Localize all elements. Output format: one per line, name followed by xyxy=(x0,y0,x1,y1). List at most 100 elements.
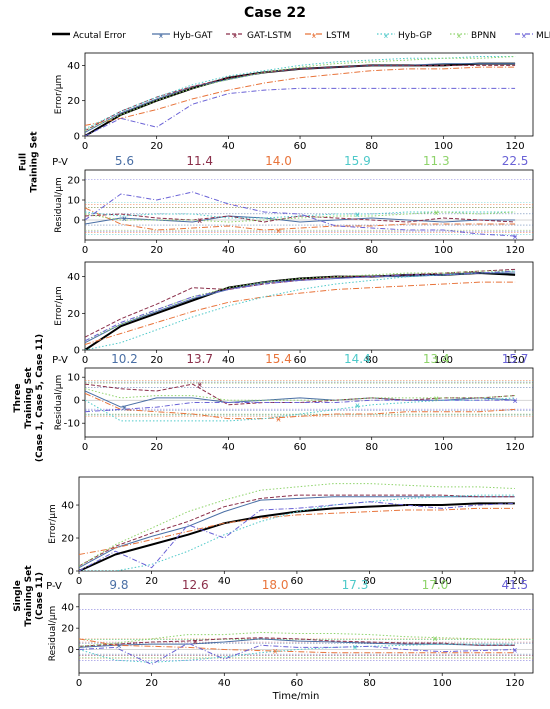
x-tick-label: 100 xyxy=(433,576,452,587)
legend-marker: ӿ xyxy=(159,32,163,40)
x-tick-label: 120 xyxy=(506,442,525,453)
legend-marker: ӿ xyxy=(384,32,388,40)
series-line-lstm xyxy=(79,638,515,654)
y-axis-label: Residual/μm xyxy=(48,606,58,662)
series-line-hyb-gat xyxy=(85,390,516,408)
panel-frame xyxy=(84,261,534,351)
pv-value-hyb-gat: 5.6 xyxy=(115,154,134,168)
plot-area xyxy=(85,179,533,237)
legend-marker: ӿ xyxy=(457,32,461,40)
y-tick-label: 40 xyxy=(61,602,74,613)
legend-item-mlr: ӿ MLR xyxy=(515,31,550,41)
x-tick-label: 20 xyxy=(150,141,163,152)
peak-marker: ӿ xyxy=(197,380,202,389)
series-line-hyb-gp xyxy=(85,270,516,350)
pv-value-hyb-gat: 10.2 xyxy=(111,352,138,366)
series-line-mlr xyxy=(85,399,516,413)
peak-marker: ӿ xyxy=(122,403,127,412)
x-tick-label: 60 xyxy=(291,576,304,587)
peak-marker: ӿ xyxy=(434,394,439,403)
pv-value-gat-lstm: 13.7 xyxy=(186,352,213,366)
x-tick-label: 80 xyxy=(365,442,378,453)
x-tick-label: 120 xyxy=(506,245,525,256)
y-tick-label: 40 xyxy=(61,501,74,512)
pv-value-mlr: 41.5 xyxy=(501,578,528,592)
legend-marker: ӿ xyxy=(522,32,526,40)
y-tick-label: 40 xyxy=(67,272,80,283)
x-tick-label: 20 xyxy=(150,355,163,366)
pv-value-hyb-gp: 14.4 xyxy=(344,352,371,366)
y-tick-label: 10 xyxy=(67,196,80,207)
series-line-hyb-gat xyxy=(85,63,516,133)
group-label-1: Three Training Set (Case 1, Case 5, Case 1… xyxy=(13,334,45,462)
legend-label: MLR xyxy=(536,31,550,41)
legend-item-hyb-gat: ӿ Hyb-GAT xyxy=(152,31,213,41)
pv-value-hyb-gat: 9.8 xyxy=(109,578,128,592)
series-line-bpnn xyxy=(85,56,516,132)
legend-label: Hyb-GP xyxy=(398,31,432,41)
series-line-lstm xyxy=(85,207,516,231)
x-tick-label: 80 xyxy=(365,245,378,256)
x-tick-label: 0 xyxy=(82,355,88,366)
x-tick-label: 20 xyxy=(150,442,163,453)
panel-frame xyxy=(84,52,534,137)
x-tick-label: 120 xyxy=(506,355,525,366)
group-label-line: (Case 11) xyxy=(35,572,45,620)
y-tick-label: 0 xyxy=(74,346,80,357)
series-line-mlr xyxy=(79,642,515,665)
legend-label: Hyb-GAT xyxy=(173,31,213,41)
x-tick-label: 20 xyxy=(150,245,163,256)
series-line-hyb-gp xyxy=(85,56,516,130)
series-line-gat-lstm xyxy=(79,637,515,647)
pv-value-bpnn: 11.3 xyxy=(423,154,450,168)
peak-marker: ӿ xyxy=(273,647,278,656)
x-tick-label: 80 xyxy=(363,576,376,587)
peak-marker: ӿ xyxy=(276,415,281,424)
peak-marker: ӿ xyxy=(276,226,281,235)
x-tick-label: 40 xyxy=(218,576,231,587)
series-line-lstm xyxy=(85,66,516,126)
panel-frame xyxy=(78,593,534,674)
series-line-gat-lstm xyxy=(79,494,515,567)
peak-marker: ӿ xyxy=(353,642,358,651)
series-line-hyb-gat xyxy=(85,215,516,225)
legend-label: Acutal Error xyxy=(73,31,126,41)
pv-value-hyb-gp: 15.9 xyxy=(344,154,371,168)
group-label-line: Training Set xyxy=(24,565,34,627)
legend-item-lstm: ӿ LSTM xyxy=(305,31,350,41)
y-axis-label: Error/μm xyxy=(48,504,58,543)
y-tick-label: 0 xyxy=(68,567,74,578)
pv-label: P-V xyxy=(52,157,68,168)
legend-item-bpnn: ӿ BPNN xyxy=(450,31,496,41)
series-line-mlr xyxy=(85,270,516,342)
x-tick-label: 40 xyxy=(218,678,231,689)
x-tick-label: 60 xyxy=(294,355,307,366)
legend: Acutal Error ӿ Hyb-GAT ӿ GAT-LSTM ӿ LSTM ӿ Hyb-G… xyxy=(52,31,550,41)
pv-value-bpnn: 17.0 xyxy=(422,578,449,592)
series-line-acutal-error xyxy=(85,272,516,350)
y-tick-label: 0 xyxy=(74,396,80,407)
legend-marker: ӿ xyxy=(233,32,237,40)
group-label-line: Three xyxy=(13,383,23,412)
peak-marker: ӿ xyxy=(434,208,439,217)
x-tick-label: 0 xyxy=(76,576,82,587)
x-tick-label: 0 xyxy=(82,442,88,453)
x-tick-label: 60 xyxy=(294,141,307,152)
pv-label: P-V xyxy=(46,581,62,592)
series-line-hyb-gp xyxy=(79,643,515,663)
x-tick-label: 60 xyxy=(294,245,307,256)
series-line-hyb-gp xyxy=(85,397,516,422)
group-label-line: (Case 1, Case 5, Case 11) xyxy=(35,334,45,462)
x-tick-label: 40 xyxy=(222,355,235,366)
series-line-mlr xyxy=(79,501,515,571)
y-tick-label: 20 xyxy=(61,534,74,545)
series-line-gat-lstm xyxy=(85,213,516,223)
series-line-gat-lstm xyxy=(85,268,516,338)
